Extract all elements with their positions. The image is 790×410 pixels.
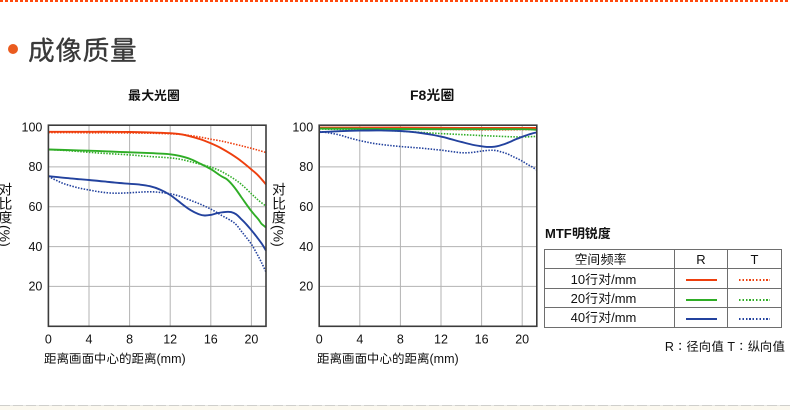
svg-text:0: 0 bbox=[45, 332, 52, 347]
svg-text:4: 4 bbox=[86, 332, 93, 347]
svg-text:20: 20 bbox=[515, 332, 529, 347]
svg-text:20: 20 bbox=[299, 279, 313, 294]
svg-text:100: 100 bbox=[292, 119, 313, 134]
svg-text:40: 40 bbox=[299, 239, 313, 254]
svg-text:100: 100 bbox=[22, 119, 43, 134]
svg-text:20: 20 bbox=[244, 332, 258, 347]
svg-text:60: 60 bbox=[28, 199, 42, 214]
svg-text:20: 20 bbox=[28, 279, 42, 294]
svg-text:80: 80 bbox=[28, 159, 42, 174]
svg-text:0: 0 bbox=[316, 332, 323, 347]
svg-text:8: 8 bbox=[397, 332, 404, 347]
svg-text:40: 40 bbox=[28, 239, 42, 254]
svg-text:16: 16 bbox=[204, 332, 218, 347]
svg-text:12: 12 bbox=[434, 332, 448, 347]
svg-text:8: 8 bbox=[126, 332, 133, 347]
svg-text:16: 16 bbox=[475, 332, 489, 347]
svg-text:12: 12 bbox=[163, 332, 177, 347]
svg-text:80: 80 bbox=[299, 159, 313, 174]
svg-text:4: 4 bbox=[356, 332, 363, 347]
svg-text:60: 60 bbox=[299, 199, 313, 214]
